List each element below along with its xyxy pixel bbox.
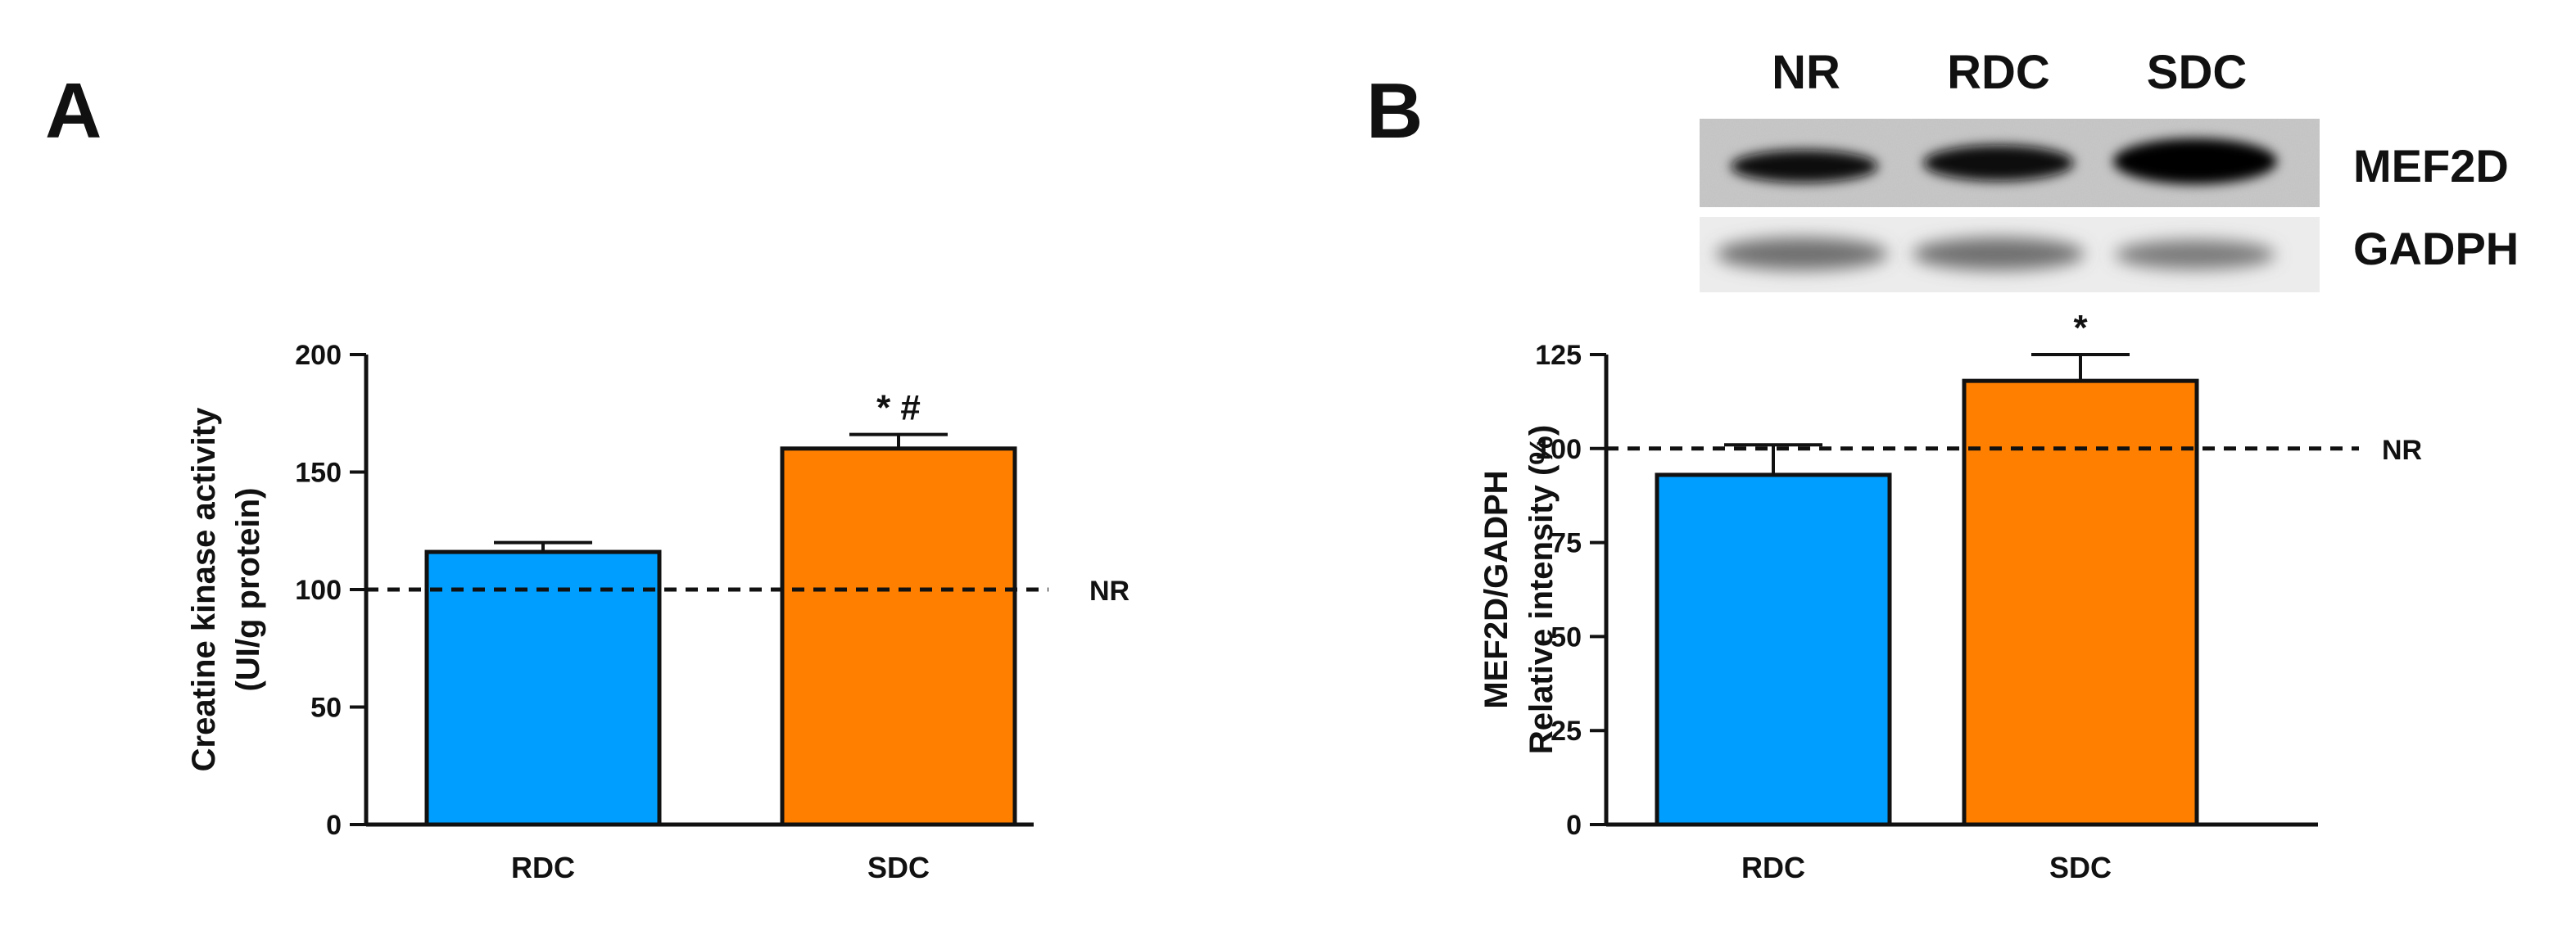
y-tick-label-200: 200: [295, 340, 342, 371]
blot-row-label-mef2d: MEF2D: [2353, 140, 2509, 192]
y-tick-label-0: 0: [1566, 810, 1582, 841]
y-tick-label-100: 100: [295, 575, 342, 606]
blot-strip-mef2d: [1700, 119, 2320, 207]
reference-line-label: NR: [2382, 435, 2422, 466]
panel-a: A RDC * # SDC NR 0 50 100 150 200 Creatine kinase …: [45, 67, 1130, 884]
y-tick-label-50: 50: [1551, 621, 1582, 653]
y-tick-label-150: 150: [295, 458, 342, 489]
reference-line-label: NR: [1089, 576, 1130, 607]
bar-rdc: [1655, 472, 1892, 827]
band-mef2d-nr: [1731, 150, 1878, 183]
bar-sdc: [780, 446, 1017, 827]
y-tick-label-100: 100: [1535, 434, 1582, 465]
x-tick-label-sdc: SDC: [867, 851, 930, 884]
y-axis-label-line-1: Creatine kinase activity: [186, 407, 222, 771]
y-tick-label-50: 50: [310, 693, 342, 724]
y-tick-label-125: 125: [1535, 340, 1582, 371]
blot-row-label-gadph: GADPH: [2353, 223, 2519, 274]
y-axis-label-line-2: Relative intensity (%): [1523, 425, 1560, 754]
band-mef2d-sdc: [2113, 138, 2277, 184]
bar-rdc: [424, 549, 662, 827]
lane-label-sdc: SDC: [2147, 46, 2247, 99]
panel-label-a: A: [45, 67, 102, 155]
x-tick-label-rdc: RDC: [511, 851, 575, 884]
blot-strip-gadph: [1700, 217, 2320, 292]
x-tick-label-rdc: RDC: [1741, 851, 1805, 884]
y-axis-label-line-2: (UI/g protein): [230, 488, 266, 692]
y-tick-label-25: 25: [1551, 716, 1582, 747]
blot-lane-labels: NR RDC SDC: [1772, 46, 2247, 99]
bar-sdc: [1962, 378, 2199, 827]
band-gadph-rdc: [1913, 237, 2085, 270]
significance-mark-sdc: *: [2073, 308, 2088, 348]
western-blot: NR RDC SDC MEF2D GADPH: [1700, 46, 2519, 292]
panel-label-b: B: [1366, 67, 1423, 155]
band-mef2d-rdc: [1923, 145, 2074, 181]
y-tick-label-75: 75: [1551, 528, 1582, 559]
lane-label-nr: NR: [1772, 46, 1840, 99]
band-gadph-sdc: [2115, 240, 2275, 269]
significance-mark-sdc: * #: [876, 388, 921, 428]
x-tick-label-sdc: SDC: [2049, 851, 2112, 884]
lane-label-rdc: RDC: [1947, 46, 2050, 99]
y-axis-label-line-1: MEF2D/GADPH: [1478, 470, 1514, 708]
band-gadph-nr: [1716, 237, 1888, 270]
panel-b: B RDC * SDC NR 0 25 50 75 100 125 MEF2D/GADPH Relati…: [1366, 67, 2422, 884]
y-tick-label-0: 0: [326, 810, 342, 841]
